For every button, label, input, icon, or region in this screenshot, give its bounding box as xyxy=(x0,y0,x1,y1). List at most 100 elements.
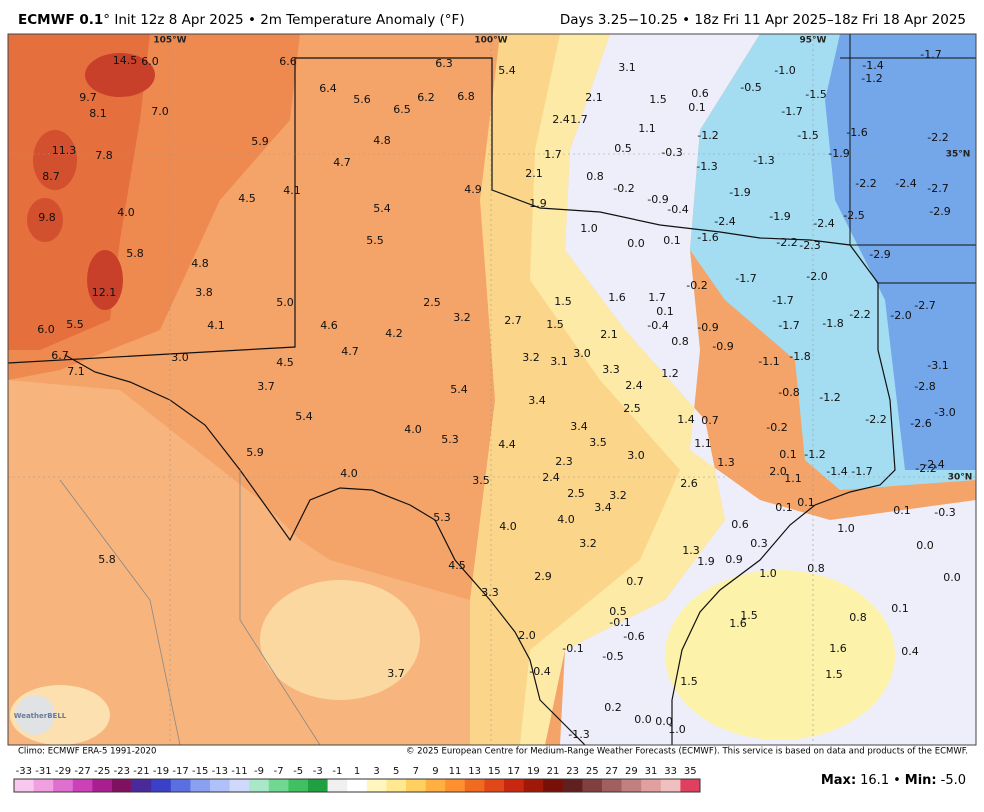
anomaly-label: 4.0 xyxy=(499,520,517,533)
anomaly-label: -0.6 xyxy=(623,630,644,643)
title-bold: ECMWF 0.1 xyxy=(18,12,103,28)
anomaly-label: -0.1 xyxy=(562,642,583,655)
colorbar-tick-label: -21 xyxy=(133,766,149,777)
anomaly-label: 2.6 xyxy=(680,477,698,490)
anomaly-label: 3.5 xyxy=(472,474,490,487)
anomaly-label: 0.8 xyxy=(586,170,604,183)
colorbar-cell xyxy=(210,779,230,792)
anomaly-label: -2.7 xyxy=(914,299,935,312)
anomaly-label: 9.8 xyxy=(38,211,56,224)
anomaly-label: 4.8 xyxy=(191,257,209,270)
anomaly-label: 3.4 xyxy=(594,501,612,514)
colorbar-tick-label: -29 xyxy=(55,766,71,777)
anomaly-label: -1.9 xyxy=(729,186,750,199)
anomaly-label: 1.1 xyxy=(694,437,712,450)
colorbar-cell xyxy=(131,779,152,792)
colorbar-cell xyxy=(53,779,74,792)
anomaly-label: 2.1 xyxy=(600,328,618,341)
anomaly-label: -1.5 xyxy=(805,88,826,101)
anomaly-label: 0.2 xyxy=(604,701,622,714)
anomaly-label: 0.8 xyxy=(849,611,867,624)
colorbar-cell xyxy=(680,779,701,792)
anomaly-label: 4.7 xyxy=(333,156,351,169)
anomaly-label: -1.8 xyxy=(789,350,810,363)
anomaly-label: 1.5 xyxy=(740,609,758,622)
colorbar-tick-label: -1 xyxy=(332,766,342,777)
anomaly-label: -0.9 xyxy=(697,321,718,334)
anomaly-label: 2.5 xyxy=(623,402,641,415)
anomaly-label: 1.9 xyxy=(697,555,715,568)
anomaly-label: 1.7 xyxy=(570,113,588,126)
anomaly-label: 0.4 xyxy=(901,645,919,658)
min-label: Min: xyxy=(905,773,937,788)
colorbar-frame xyxy=(13,778,701,793)
colorbar-cell xyxy=(504,779,524,792)
anomaly-label: 3.3 xyxy=(481,586,499,599)
colorbar-tick-label: 19 xyxy=(527,766,540,777)
colorbar-tick-label: 3 xyxy=(373,766,379,777)
anomaly-label: 0.7 xyxy=(626,575,644,588)
anomaly-label: 3.1 xyxy=(618,61,636,74)
anomaly-label: -0.5 xyxy=(602,650,623,663)
anomaly-label: 5.4 xyxy=(295,410,313,423)
colorbar-cell xyxy=(288,779,309,792)
anomaly-label: 8.7 xyxy=(42,170,60,183)
anomaly-label: 5.4 xyxy=(373,202,391,215)
anomaly-label: 5.8 xyxy=(126,247,144,260)
anomaly-label: 1.7 xyxy=(544,148,562,161)
grid-label: 100°W xyxy=(474,36,507,46)
anomaly-label: 2.4 xyxy=(542,471,560,484)
colorbar-cell xyxy=(543,779,564,792)
colorbar: -33 -31 -29 -27 -25 -23 -21 -19 -17 -15 -13 -11 -9 -7… xyxy=(13,766,701,793)
anomaly-label: 4.8 xyxy=(373,134,391,147)
anomaly-label: 0.9 xyxy=(725,553,743,566)
anomaly-label: -1.2 xyxy=(861,72,882,85)
anomaly-label: 8.1 xyxy=(89,107,107,120)
climo-note: Climo: ECMWF ERA-5 1991-2020 xyxy=(18,747,156,757)
anomaly-label: 7.8 xyxy=(95,149,113,162)
colorbar-tick-label: 5 xyxy=(393,766,399,777)
anomaly-label: 4.2 xyxy=(385,327,403,340)
anomaly-label: 1.5 xyxy=(680,675,698,688)
colorbar-cell xyxy=(347,779,368,792)
anomaly-label: -1.7 xyxy=(920,48,941,61)
anomaly-label: 1.5 xyxy=(825,668,843,681)
anomaly-label: 1.0 xyxy=(837,522,855,535)
colorbar-cell xyxy=(170,779,191,792)
anomaly-label: 0.0 xyxy=(916,539,934,552)
colorbar-cell xyxy=(112,779,132,792)
colorbar-tick-label: -33 xyxy=(16,766,32,777)
anomaly-label: 3.7 xyxy=(387,667,405,680)
anomaly-label: 4.4 xyxy=(498,438,516,451)
colorbar-tick-label: 27 xyxy=(605,766,618,777)
anomaly-label: -0.5 xyxy=(740,81,761,94)
valid-time: Days 3.25−10.25 • 18z Fri 11 Apr 2025–18… xyxy=(560,12,966,28)
colorbar-cell xyxy=(621,779,642,792)
max-value: 16.1 xyxy=(860,773,889,788)
colorbar-cell xyxy=(445,779,466,792)
anomaly-label: 5.5 xyxy=(366,234,384,247)
anomaly-label: 1.3 xyxy=(717,456,735,469)
colorbar-cell xyxy=(92,779,113,792)
colorbar-tick-label: -27 xyxy=(74,766,90,777)
anomaly-label: 3.0 xyxy=(573,347,591,360)
anomaly-label: 5.6 xyxy=(353,93,371,106)
anomaly-label: 3.1 xyxy=(550,355,568,368)
colorbar-tick-label: 31 xyxy=(645,766,658,777)
anomaly-label: 6.7 xyxy=(51,349,69,362)
anomaly-label: -1.2 xyxy=(819,391,840,404)
colorbar-tick-label: 15 xyxy=(488,766,501,777)
anomaly-label: 1.5 xyxy=(649,93,667,106)
anomaly-label: 3.5 xyxy=(589,436,607,449)
anomaly-label: -0.4 xyxy=(647,319,668,332)
colorbar-cell xyxy=(151,779,172,792)
anomaly-label: -2.2 xyxy=(865,413,886,426)
anomaly-label: -0.8 xyxy=(778,386,799,399)
colorbar-tick-label: 35 xyxy=(684,766,697,777)
anomaly-label: 2.4 xyxy=(625,379,643,392)
colorbar-tick-label: -25 xyxy=(94,766,110,777)
anomaly-label: 3.4 xyxy=(528,394,546,407)
anomaly-label: 3.8 xyxy=(195,286,213,299)
anomaly-label: 4.9 xyxy=(464,183,482,196)
anomaly-label: 4.5 xyxy=(238,192,256,205)
